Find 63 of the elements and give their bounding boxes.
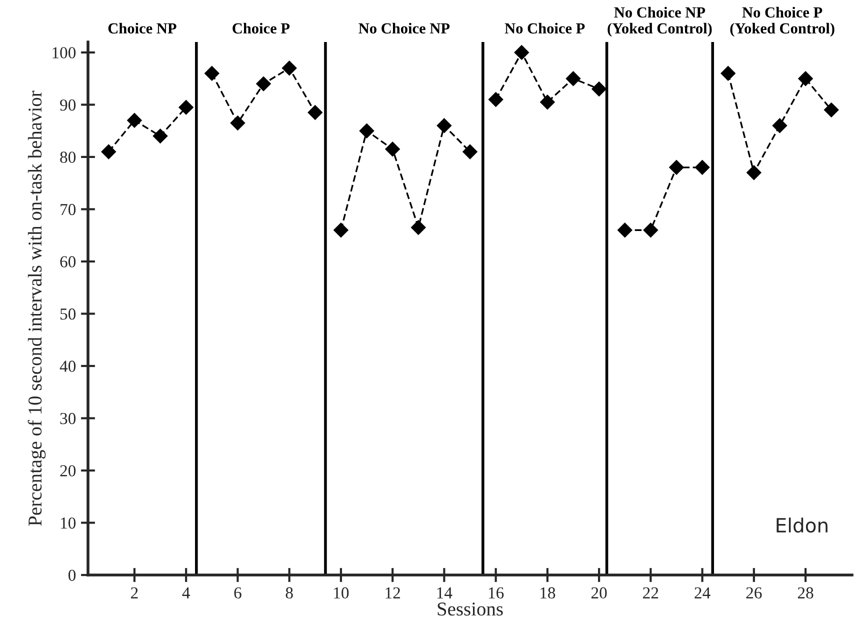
y-tick-label: 70	[60, 204, 76, 216]
point	[308, 105, 323, 120]
x-tick-label: 2	[131, 587, 138, 598]
point	[334, 222, 348, 238]
point	[204, 66, 220, 81]
point	[282, 60, 297, 76]
point	[720, 66, 736, 81]
point	[178, 100, 194, 115]
x-tick-label: 18	[540, 587, 556, 599]
point	[462, 144, 478, 160]
x-axis-title: Sessions	[438, 602, 503, 616]
y-tick-label: 0	[68, 570, 76, 581]
point	[230, 116, 246, 130]
text: Choice P	[232, 22, 290, 34]
x-tick-label: 20	[591, 587, 607, 599]
point	[566, 71, 581, 86]
point	[694, 160, 710, 175]
x-tick-label: 22	[643, 587, 658, 598]
y-tick-label: 40	[60, 360, 76, 372]
point	[385, 142, 400, 157]
point	[798, 71, 813, 86]
x-tick-label: 28	[798, 587, 814, 599]
point	[772, 118, 788, 133]
text: No Choice P (Yoked Control)	[730, 6, 834, 37]
point	[592, 82, 606, 96]
x-tick-label: 16	[488, 587, 504, 599]
y-tick-label: 60	[60, 256, 76, 268]
annotation: Eldon	[776, 518, 828, 533]
x-tick-label: 26	[746, 587, 762, 599]
text: No Choice NP	[358, 22, 450, 34]
point	[824, 102, 839, 118]
point	[488, 92, 504, 107]
y-tick-label: 80	[60, 152, 76, 163]
point	[410, 220, 426, 235]
x-tick-label: 10	[334, 587, 349, 599]
point	[256, 76, 271, 92]
point	[540, 94, 555, 110]
point	[514, 45, 530, 60]
text: No Choice P	[504, 22, 585, 34]
x-tick-label: 12	[386, 587, 400, 598]
point	[152, 128, 168, 144]
y-tick-label: 100	[52, 47, 76, 58]
y-tick-label: 90	[60, 99, 76, 111]
text: No Choice NP (Yoked Control)	[608, 6, 712, 37]
x-tick-label: 14	[437, 587, 452, 598]
point	[436, 118, 452, 133]
point	[746, 165, 762, 180]
y-axis-title: Percentage of 10 second intervals with on-task behavior	[28, 90, 46, 526]
point	[127, 112, 142, 128]
text: Choice NP	[108, 22, 176, 34]
x-tick-label: 24	[694, 587, 710, 598]
y-tick-label: 30	[60, 412, 76, 424]
y-tick-label: 20	[60, 465, 76, 476]
x-tick-label: 4	[182, 587, 190, 598]
y-tick-label: 50	[60, 308, 76, 320]
point	[359, 123, 374, 138]
point	[101, 144, 116, 160]
point	[669, 160, 684, 175]
x-tick-label: 6	[234, 587, 242, 599]
point	[617, 222, 632, 238]
point	[643, 222, 658, 238]
x-tick-label: 8	[286, 587, 293, 599]
y-tick-label: 10	[60, 517, 76, 529]
